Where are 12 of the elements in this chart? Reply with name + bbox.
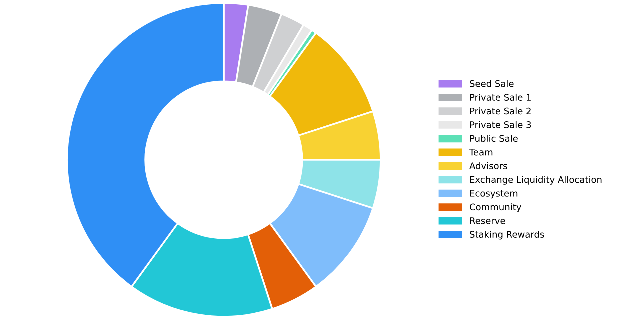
legend-label: Private Sale 2 (470, 108, 531, 115)
legend-label: Public Sale (470, 135, 518, 142)
legend-label: Advisors (470, 162, 508, 170)
legend-label: Community (470, 204, 522, 212)
legend-label: Seed Sale (470, 80, 514, 88)
legend-label: Exchange Liquidity Allocation (470, 176, 602, 185)
legend-label: Team (469, 149, 493, 156)
legend-label: Private Sale 1 (470, 94, 531, 101)
legend-label: Private Sale 3 (470, 121, 532, 128)
legend-label: Staking Rewards (470, 231, 544, 240)
legend-label: Reserve (470, 218, 506, 224)
legend-label: Ecosystem (470, 190, 518, 199)
